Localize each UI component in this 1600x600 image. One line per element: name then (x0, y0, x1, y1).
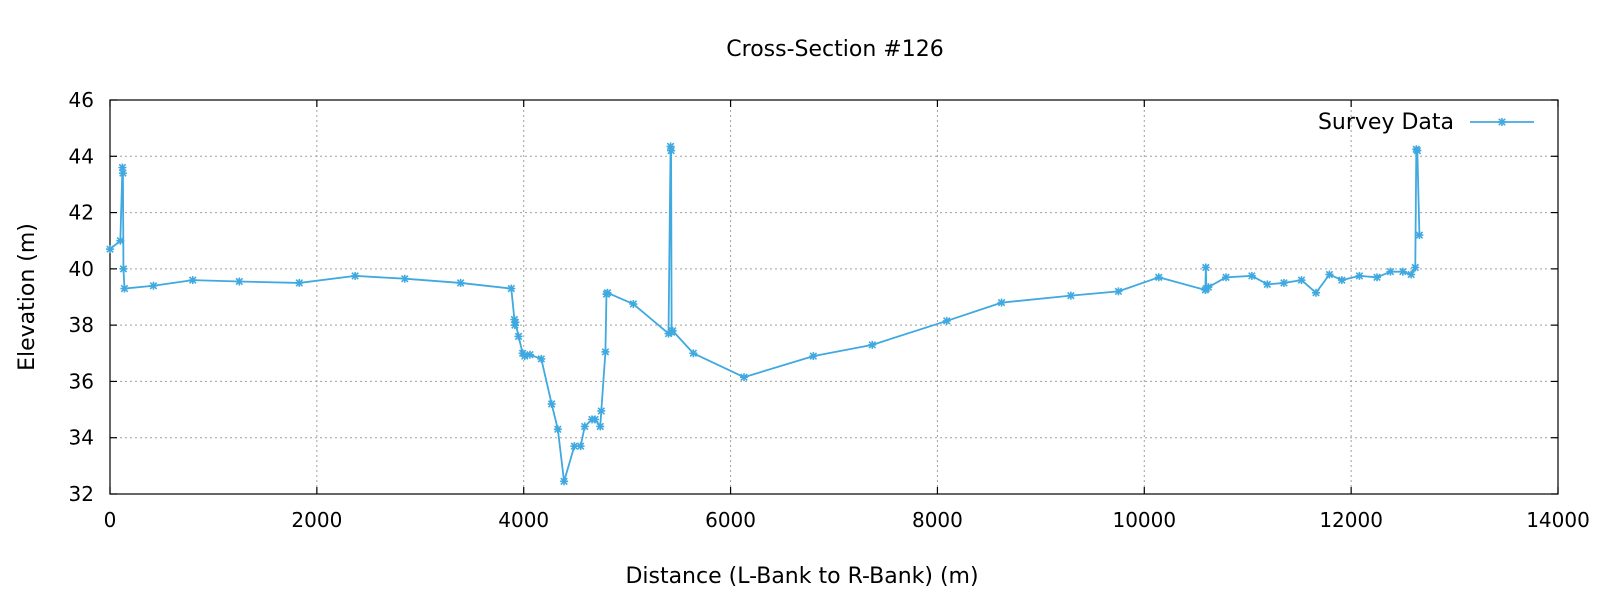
data-point (235, 277, 244, 286)
data-point (537, 354, 546, 363)
chart-title: Cross-Section #126 (726, 37, 943, 62)
data-point (351, 271, 360, 280)
data-point (120, 284, 129, 293)
data-point (1355, 271, 1364, 280)
data-point (400, 274, 409, 283)
data-point (1325, 270, 1334, 279)
y-tick-label: 32 (69, 482, 94, 506)
data-point (1407, 270, 1416, 279)
data-point (514, 332, 523, 341)
legend-marker-shape (1498, 118, 1506, 126)
data-point (601, 347, 610, 356)
y-tick-label: 40 (69, 257, 94, 281)
data-point (119, 264, 128, 273)
data-point (456, 278, 465, 287)
data-point (668, 326, 677, 335)
data-point (1114, 287, 1123, 296)
data-point (511, 318, 520, 327)
data-point (1398, 267, 1407, 276)
data-point (629, 300, 638, 309)
series-line (109, 145, 1421, 483)
x-axis-label: Distance (L-Bank to R-Bank) (m) (625, 564, 978, 589)
data-point (1263, 280, 1272, 289)
x-tick-label: 14000 (1526, 508, 1590, 532)
legend-label: Survey Data (1318, 110, 1454, 135)
data-point (106, 245, 114, 254)
series-layer (106, 142, 1424, 486)
y-tick-label: 36 (69, 369, 94, 393)
legend: Survey Data (1318, 110, 1534, 135)
data-point (1204, 283, 1213, 292)
x-tick-label: 2000 (291, 508, 342, 532)
y-tick-label: 42 (69, 201, 94, 225)
grid-layer (110, 100, 1558, 494)
data-point (1413, 146, 1422, 155)
y-tick-label: 34 (69, 426, 94, 450)
y-tick-label: 44 (69, 144, 94, 168)
x-tick-label: 4000 (498, 508, 549, 532)
data-point (560, 477, 569, 486)
data-point (596, 422, 605, 431)
data-point (1247, 271, 1256, 280)
data-point (547, 399, 556, 408)
data-point (116, 236, 125, 245)
data-point (525, 350, 534, 359)
data-point (591, 415, 600, 424)
data-point (580, 422, 589, 431)
data-point (1154, 273, 1163, 282)
data-point (740, 373, 749, 382)
data-point (1373, 273, 1381, 282)
data-point (597, 406, 606, 415)
data-point (188, 276, 197, 285)
data-point (1221, 273, 1230, 282)
data-point (507, 284, 516, 293)
tick-layer: 0 2000 4000 6000 8000 10000 12000 14000 32 34 36 38… (69, 88, 1590, 532)
x-tick-label: 0 (104, 508, 117, 532)
x-tick-label: 10000 (1112, 508, 1176, 532)
data-point (1297, 276, 1306, 285)
plot-frame (109, 99, 1559, 495)
data-point (1066, 291, 1075, 300)
data-point (1311, 288, 1320, 297)
data-point (1337, 276, 1346, 285)
y-tick-label: 46 (69, 88, 94, 112)
data-point (553, 425, 562, 434)
data-point (667, 146, 676, 155)
data-point (603, 288, 612, 297)
data-point (576, 442, 585, 451)
y-tick-label: 38 (69, 313, 94, 337)
data-point (942, 316, 951, 325)
data-point (1415, 231, 1424, 240)
data-point (1279, 278, 1288, 287)
y-axis-label: Elevation (m) (15, 223, 40, 371)
data-point (1386, 267, 1395, 276)
x-tick-label: 12000 (1319, 508, 1383, 532)
data-point (1201, 263, 1210, 272)
data-point (295, 278, 304, 287)
x-tick-label: 6000 (705, 508, 756, 532)
data-point (1411, 263, 1420, 272)
data-point (809, 352, 818, 361)
x-tick-label: 8000 (912, 508, 963, 532)
data-point (868, 340, 877, 349)
data-point (689, 349, 698, 358)
data-point (118, 169, 127, 178)
data-point (997, 298, 1006, 307)
legend-marker-icon (1498, 118, 1506, 126)
data-point (149, 281, 158, 290)
